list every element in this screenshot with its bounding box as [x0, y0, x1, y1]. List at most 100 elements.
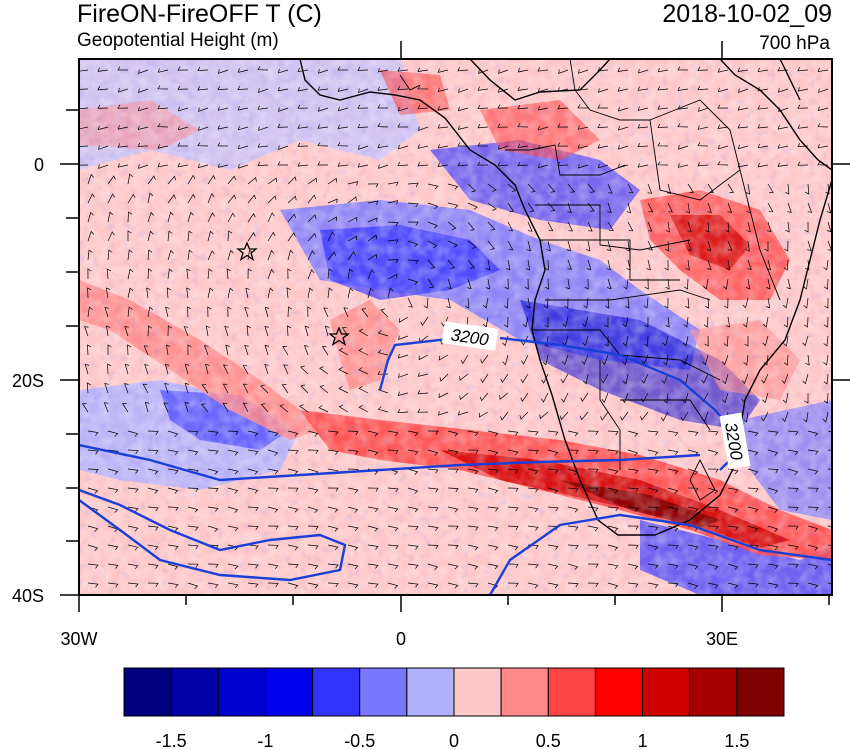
wind-barb — [307, 430, 319, 437]
wind-barb — [717, 144, 729, 150]
wind-barb — [807, 563, 819, 570]
wind-barb — [307, 506, 319, 513]
wind-barb — [527, 506, 539, 513]
wind-barb — [337, 106, 349, 112]
wind-barb — [218, 69, 229, 74]
wind-barb — [823, 259, 829, 271]
wind-barb — [597, 123, 609, 128]
wind-barb — [747, 468, 759, 475]
wind-barb — [267, 231, 276, 242]
wind-barb — [267, 249, 275, 261]
wind-barb — [607, 202, 612, 213]
wind-barb — [683, 316, 689, 328]
wind-barb — [727, 582, 739, 589]
wind-barb — [247, 194, 257, 204]
wind-barb — [823, 335, 829, 347]
wind-barb — [787, 582, 799, 587]
wind-barb — [647, 582, 659, 589]
wind-barb — [247, 212, 256, 223]
wind-barb — [437, 162, 449, 167]
wind-barb — [407, 221, 419, 226]
wind-barb — [147, 249, 153, 261]
wind-barb — [347, 430, 359, 436]
wind-barb — [487, 506, 499, 512]
wind-barb — [245, 287, 250, 299]
wind-barb — [727, 487, 739, 494]
wind-barb — [387, 430, 399, 437]
wind-barb — [482, 297, 489, 309]
wind-barb — [447, 240, 458, 248]
wind-barb — [343, 307, 349, 318]
wind-barb — [287, 249, 294, 261]
wind-barb — [647, 240, 653, 251]
star-marker-1 — [236, 241, 258, 262]
wind-barb — [807, 430, 819, 437]
wind-barb — [480, 373, 489, 384]
wind-barb — [307, 287, 313, 299]
wind-barb — [147, 449, 159, 455]
wind-barb — [299, 404, 309, 413]
wind-barb — [507, 582, 519, 587]
wind-barb — [287, 268, 292, 280]
wind-barb — [587, 202, 595, 212]
wind-barb — [567, 183, 575, 193]
wind-barb — [387, 582, 399, 589]
wind-barb — [277, 123, 289, 128]
wind-barb — [287, 487, 299, 492]
wind-barb — [526, 240, 531, 252]
wind-barb — [627, 487, 639, 493]
wind-barb — [167, 325, 172, 337]
wind-barb — [297, 67, 309, 73]
wind-barb — [707, 487, 719, 494]
wind-barb — [746, 221, 751, 233]
wind-barb — [387, 259, 399, 264]
wind-barb — [81, 403, 89, 413]
wind-barb — [264, 306, 270, 318]
wind-barb — [646, 259, 651, 271]
wind-barb — [477, 86, 489, 91]
wind-barb — [227, 582, 239, 589]
wind-barb — [547, 582, 559, 589]
wind-barb — [307, 525, 319, 531]
wind-barb — [522, 316, 529, 328]
wind-barb — [479, 392, 489, 402]
wind-barb — [117, 104, 129, 109]
wind-barb — [577, 125, 589, 130]
wind-barb — [281, 384, 289, 394]
wind-barb — [327, 582, 339, 587]
wind-barb — [647, 525, 659, 531]
wind-barb — [663, 392, 669, 404]
lon-label-30w: 30W — [60, 629, 97, 649]
wind-barb — [437, 124, 449, 129]
wind-barb — [367, 544, 379, 550]
wind-barb — [447, 430, 459, 437]
wind-barb — [358, 367, 369, 375]
wind-barb — [567, 259, 572, 270]
wind-barb — [147, 230, 154, 242]
wind-barb — [117, 125, 129, 130]
wind-barb — [247, 544, 259, 550]
wind-barb — [257, 66, 269, 71]
wind-barb — [787, 544, 799, 550]
wind-barb — [146, 287, 151, 299]
wind-barb — [457, 162, 469, 167]
wind-barb — [347, 525, 359, 532]
wind-barb — [144, 401, 150, 413]
wind-barb — [147, 268, 152, 280]
wind-barb — [367, 200, 379, 205]
wind-barb — [227, 175, 237, 185]
wind-barb — [247, 506, 259, 512]
wind-barb — [186, 268, 191, 280]
colorbar-label: -1.5 — [156, 731, 187, 750]
wind-barb — [507, 449, 519, 456]
wind-barb — [747, 487, 759, 493]
lat-label-0: 0 — [34, 155, 44, 175]
wind-barb — [478, 411, 489, 418]
wind-barb — [663, 354, 669, 366]
wind-barb — [547, 506, 559, 512]
wind-barb — [783, 259, 789, 271]
wind-barb — [517, 105, 529, 110]
wind-barb — [223, 364, 229, 375]
wind-barb — [562, 316, 569, 328]
wind-barb — [327, 430, 339, 436]
